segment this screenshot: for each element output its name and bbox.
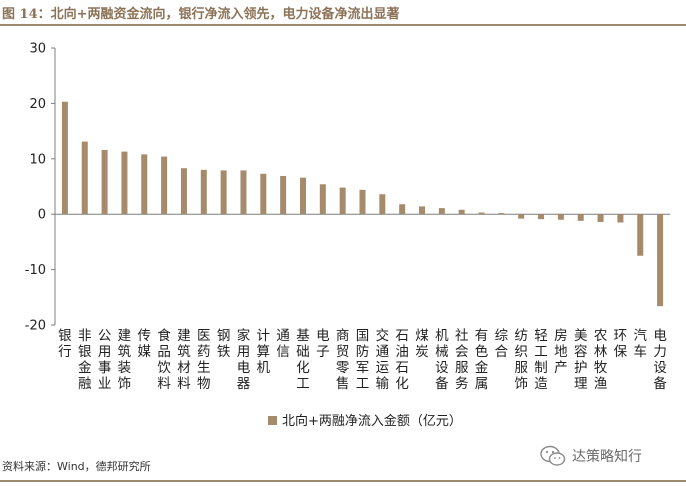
x-tick-label: 社会服务: [455, 328, 469, 392]
bar: [260, 173, 267, 215]
bar: [180, 168, 187, 215]
x-tick-label: 机械设备: [435, 328, 449, 392]
bar: [637, 214, 644, 256]
x-tick-label: 建筑材料: [177, 328, 191, 392]
bar: [657, 214, 664, 307]
bar: [597, 214, 604, 222]
bar: [220, 170, 227, 215]
y-tick-label: 0: [38, 208, 46, 223]
bar: [339, 187, 346, 215]
bar: [359, 189, 366, 215]
x-tick-label: 公用事业: [98, 328, 112, 392]
x-tick-label: 非银金融: [78, 328, 92, 392]
figure-title: 图 14：北向+两融资金流向，银行净流入领先，电力设备净流出显著: [2, 7, 400, 22]
x-tick-label: 国防军工: [356, 328, 370, 392]
x-tick-label: 美容护理: [574, 328, 588, 392]
bar: [419, 206, 426, 215]
x-tick-label: 电子: [316, 328, 330, 360]
bar: [141, 154, 148, 215]
wechat-watermark: 达策略知行: [540, 444, 642, 468]
y-tick-label: -10: [25, 263, 46, 278]
source-note: 资料来源：Wind，德邦研究所: [2, 460, 151, 473]
bar: [280, 175, 287, 215]
x-tick-label: 有色金属: [475, 328, 489, 392]
bar: [240, 170, 247, 215]
x-tick-label: 电力设备: [653, 328, 667, 392]
y-tick-label: 20: [29, 97, 46, 112]
watermark-text: 达策略知行: [572, 449, 642, 465]
x-tick-label: 建筑装饰: [118, 328, 132, 392]
y-tick-label: 30: [29, 42, 46, 57]
bar: [438, 208, 445, 215]
x-tick-label: 石油石化: [395, 328, 409, 392]
bar: [458, 209, 465, 215]
x-tick-label: 农林牧渔: [594, 328, 608, 392]
x-tick-label: 银行: [58, 328, 72, 360]
x-tick-label: 交通运输: [376, 327, 390, 392]
legend-label: 北向+两融净流入金额（亿元）: [282, 413, 462, 429]
y-tick-label: 10: [29, 152, 46, 167]
x-tick-label: 钢铁: [217, 328, 231, 360]
x-tick-label: 煤炭: [415, 328, 429, 360]
x-tick-label: 纺织服饰: [514, 328, 528, 392]
bar: [399, 204, 406, 215]
bar: [61, 101, 68, 215]
bar: [478, 212, 485, 215]
y-tick-label: -20: [25, 319, 46, 334]
wechat-icon: [540, 445, 566, 466]
x-tick-label: 传媒: [138, 328, 152, 360]
bar: [319, 184, 326, 215]
bar: [161, 156, 168, 215]
bar: [577, 214, 584, 221]
x-tick-label: 环保: [614, 328, 628, 360]
x-tick-label: 轻工制造: [534, 328, 548, 392]
bar: [557, 214, 564, 220]
x-tick-label: 基础化工: [296, 327, 310, 392]
x-tick-label: 食品饮料: [157, 327, 171, 392]
x-tick-label: 综合: [495, 328, 509, 360]
bar: [200, 169, 207, 215]
bar: [101, 149, 108, 215]
x-tick-label: 通信: [276, 328, 290, 360]
x-tick-label: 计算机: [257, 328, 271, 376]
x-tick-label: 汽车: [633, 328, 647, 360]
bar: [538, 214, 545, 220]
x-tick-label: 家用电器: [237, 327, 251, 392]
bar: [121, 151, 128, 215]
title-bar: 图 14：北向+两融资金流向，银行净流入领先，电力设备净流出显著: [0, 0, 686, 26]
bar: [81, 141, 88, 215]
x-tick-label: 商贸零售: [336, 328, 350, 392]
legend-swatch: [268, 416, 277, 425]
bar: [617, 214, 624, 223]
bar-chart: 30 20 10 0 -10 -20 银行非银金融公用事业建筑装饰传媒食品饮料建筑材料医药生…: [25, 42, 670, 429]
bar: [498, 213, 505, 215]
footer-rule: [0, 480, 686, 482]
bar: [518, 214, 525, 219]
x-tick-label: 医药生物: [197, 328, 211, 392]
bar: [379, 194, 386, 215]
bar: [299, 177, 306, 215]
x-tick-label: 房地产: [554, 328, 568, 376]
